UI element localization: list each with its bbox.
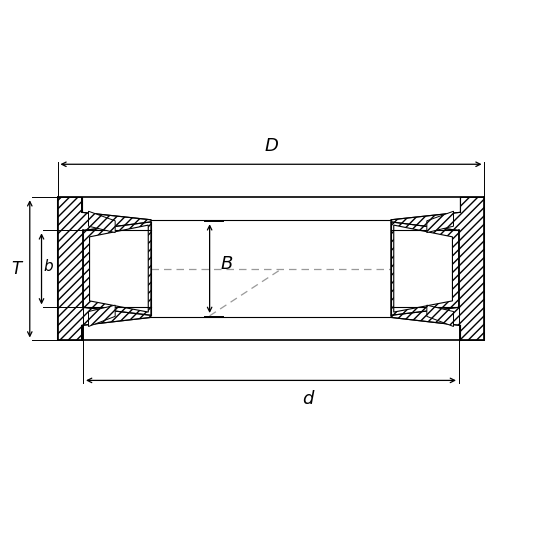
Polygon shape bbox=[88, 305, 115, 326]
Text: b: b bbox=[44, 259, 53, 274]
Polygon shape bbox=[391, 222, 459, 315]
Polygon shape bbox=[83, 222, 151, 315]
Polygon shape bbox=[391, 197, 485, 340]
Polygon shape bbox=[393, 225, 453, 312]
Text: D: D bbox=[264, 137, 278, 154]
Polygon shape bbox=[57, 197, 151, 340]
Text: T: T bbox=[11, 260, 21, 278]
Polygon shape bbox=[89, 225, 149, 312]
Text: d: d bbox=[302, 390, 314, 408]
Polygon shape bbox=[427, 305, 454, 326]
Polygon shape bbox=[427, 211, 454, 233]
Polygon shape bbox=[88, 211, 115, 233]
Text: B: B bbox=[220, 255, 233, 273]
